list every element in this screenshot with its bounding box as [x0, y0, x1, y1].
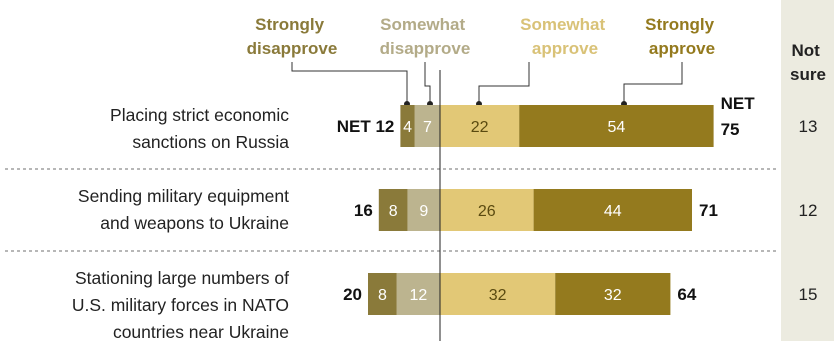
data-label-strongly-approve: 44 — [604, 203, 622, 220]
net-disapprove: NET 12 — [337, 117, 395, 136]
legend-strongly-approve: Strongly approve — [645, 15, 719, 58]
data-label-somewhat-approve: 26 — [478, 203, 496, 220]
data-label-strongly-approve: 54 — [608, 119, 626, 136]
data-label-strongly-disapprove: 8 — [389, 203, 398, 220]
chart-rows: Placing strict economic sanctions on Russ… — [72, 94, 818, 341]
not-sure-value: 13 — [799, 117, 818, 136]
bar-strongly-disapprove — [368, 273, 397, 315]
leader-strongly-disapprove — [291, 62, 408, 104]
bar-somewhat-approve — [440, 105, 520, 147]
category-label: Placing strict economic sanctions on Russ… — [110, 105, 289, 152]
data-label-somewhat-approve: 32 — [489, 287, 507, 304]
net-disapprove: 20 — [343, 285, 362, 304]
legend-not-sure: Not sure — [790, 41, 826, 84]
data-label-somewhat-disapprove: 9 — [419, 203, 428, 220]
data-label-strongly-approve: 32 — [604, 287, 622, 304]
data-label-strongly-disapprove: 4 — [403, 119, 412, 136]
leader-somewhat-approve — [478, 62, 530, 104]
category-label: Stationing large numbers of U.S. military… — [72, 268, 289, 341]
not-sure-panel — [781, 0, 834, 341]
leader-somewhat-disapprove — [424, 62, 431, 104]
bar-strongly-approve — [555, 273, 671, 315]
leader-strongly-approve — [623, 62, 683, 104]
bar-somewhat-disapprove — [407, 189, 440, 231]
bar-strongly-disapprove — [378, 189, 408, 231]
legend-somewhat-disapprove: Somewhat disapprove — [380, 15, 471, 58]
bar-strongly-approve — [519, 105, 714, 147]
data-label-somewhat-approve: 22 — [471, 119, 489, 136]
bar-strongly-disapprove — [400, 105, 415, 147]
net-approve: 75 — [721, 120, 740, 139]
net-approve: 71 — [699, 201, 718, 220]
bar-somewhat-disapprove — [396, 273, 440, 315]
data-label-strongly-disapprove: 8 — [378, 287, 387, 304]
net-disapprove: 16 — [354, 201, 373, 220]
category-label: Sending military equipment and weapons to… — [78, 186, 289, 233]
not-sure-value: 15 — [799, 285, 818, 304]
legend-strongly-disapprove: Strongly disapprove — [247, 15, 338, 58]
legend-leader-lines — [291, 62, 683, 104]
net-approve: 64 — [677, 285, 696, 304]
bar-strongly-approve — [533, 189, 692, 231]
net-approve-prefix: NET — [721, 94, 756, 113]
data-label-somewhat-disapprove: 7 — [423, 119, 432, 136]
bar-somewhat-disapprove — [414, 105, 440, 147]
legend-somewhat-approve: Somewhat approve — [520, 15, 610, 58]
data-label-somewhat-disapprove: 12 — [410, 287, 428, 304]
bar-somewhat-approve — [440, 273, 556, 315]
not-sure-value: 12 — [799, 201, 818, 220]
bar-somewhat-approve — [440, 189, 534, 231]
